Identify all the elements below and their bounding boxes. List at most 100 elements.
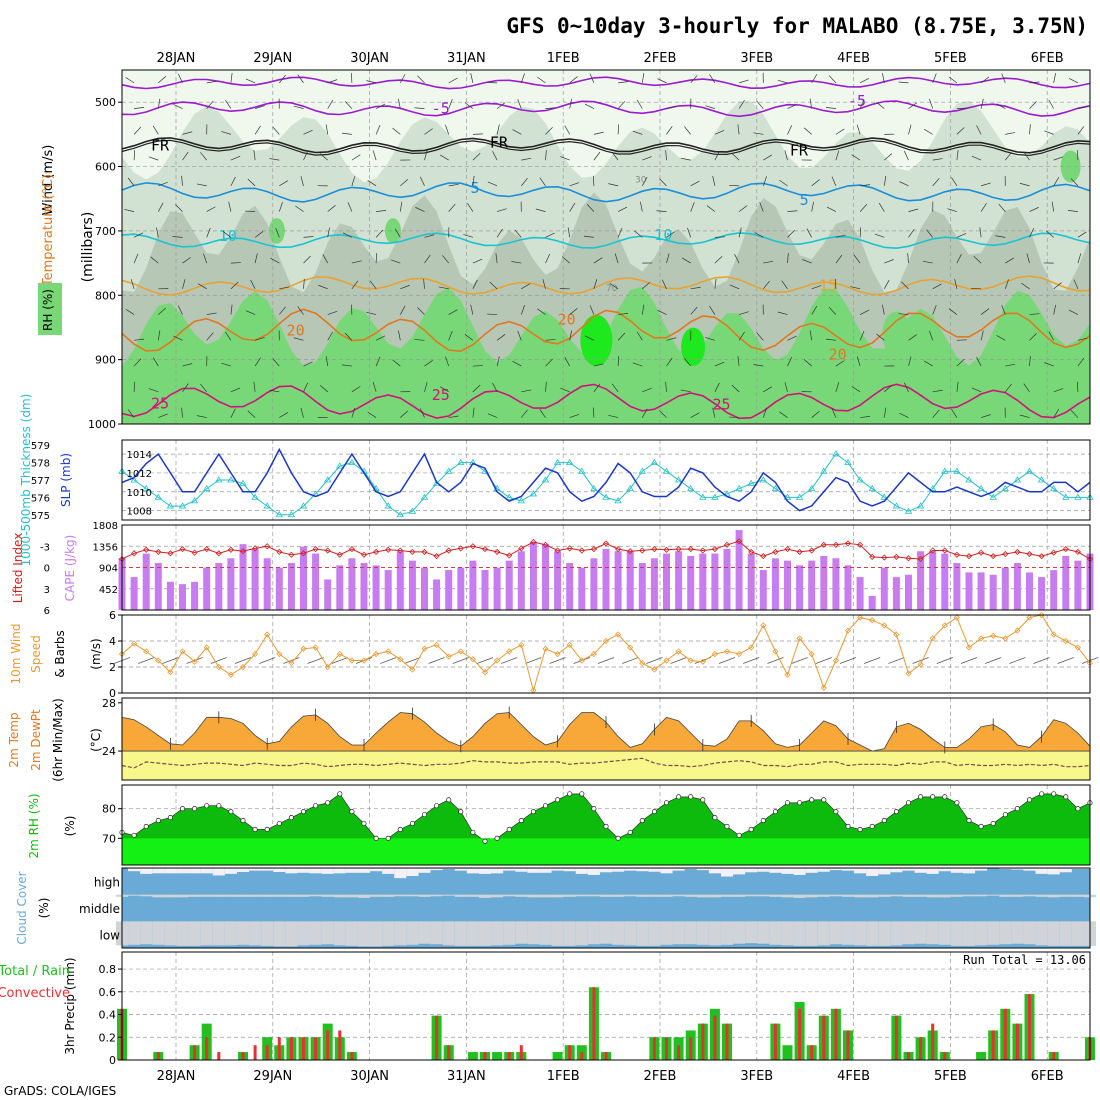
wind-barb <box>512 360 522 367</box>
wind-barb <box>979 227 982 238</box>
wind-barb <box>779 179 788 187</box>
lifted-index-marker <box>409 548 416 555</box>
wind10m-marker <box>1038 611 1045 619</box>
temp2m-tick-label: 28 <box>102 697 116 710</box>
wind-barb <box>464 102 474 109</box>
wind10m-marker <box>360 657 368 664</box>
wind-barb <box>1023 383 1030 393</box>
cloud-gap-middle <box>478 894 492 898</box>
cloud-gap-low <box>309 921 322 945</box>
rh2m-marker <box>833 809 839 815</box>
cloud-gap-middle <box>539 894 552 898</box>
cape-bar <box>130 577 138 610</box>
wind-barb <box>618 313 629 315</box>
precip-conv-bar <box>919 1037 923 1060</box>
wind-barb <box>275 227 280 238</box>
wind-barb <box>608 414 619 418</box>
wind10m-barb <box>234 657 252 664</box>
precip-conv-bar <box>810 1045 814 1060</box>
x-label-bottom: 6FEB <box>1031 1069 1064 1084</box>
chart-title: GFS 0~10day 3-hourly for MALABO (8.75E, … <box>506 14 1088 38</box>
wind-barb <box>414 107 425 109</box>
slp-line <box>121 447 1091 512</box>
wind-barb <box>376 210 387 212</box>
cloud-gap-high <box>1071 868 1084 870</box>
cloud-gap-low <box>1047 921 1060 946</box>
wind-barb <box>448 415 459 418</box>
wind-barb <box>980 182 991 187</box>
wind10m-marker <box>239 663 247 671</box>
wind-barb <box>690 412 700 418</box>
wind-barb <box>247 410 256 418</box>
wind-barb <box>424 128 433 135</box>
rh2m-marker <box>458 809 464 815</box>
wind-barb <box>980 98 984 109</box>
wind10m-marker <box>929 635 936 642</box>
rh2m-marker <box>688 794 694 800</box>
wind10m-tick-label: 2 <box>109 661 116 674</box>
cloud-gap-low <box>454 921 467 946</box>
cape-bar <box>602 548 610 610</box>
wind-barb <box>763 280 770 290</box>
cloud-gap-middle <box>854 894 867 898</box>
wind-barb <box>300 176 304 186</box>
cloud-gap-high <box>938 868 951 872</box>
precip-total-bar <box>782 1045 793 1060</box>
thickness-marker <box>904 507 913 514</box>
cape-bar <box>384 570 392 610</box>
wind-barb <box>448 203 456 212</box>
wind10m-marker <box>252 650 259 658</box>
wind-barb <box>825 338 836 341</box>
wind10m-barb <box>380 657 397 664</box>
isotherm-label: 15 <box>819 277 837 295</box>
legend-temperature: Temperature (°C) <box>41 174 56 287</box>
wind-barb <box>341 364 352 367</box>
cloud-gap-low <box>321 921 334 945</box>
cloud-gap-middle <box>793 894 806 898</box>
wind-barb <box>971 287 982 290</box>
wind-barb <box>400 284 410 290</box>
cape-bar <box>989 574 997 610</box>
isotherm-20 <box>121 308 1091 353</box>
wind-barb <box>279 180 289 187</box>
wind-barb <box>737 356 740 367</box>
wind-barb <box>787 253 789 264</box>
wind-frame <box>121 614 1091 694</box>
cloud-gap-high <box>781 868 794 874</box>
wind-barb <box>681 257 691 264</box>
wind-barb <box>636 331 643 341</box>
wind10m-marker <box>143 648 150 655</box>
wind10m-barb <box>138 657 155 664</box>
wind-barb <box>254 105 265 109</box>
wind-barb <box>230 304 233 315</box>
rh2m-marker <box>1075 806 1081 812</box>
wind-barb <box>152 125 159 135</box>
wind-barb <box>714 130 725 135</box>
cloud-gap-low <box>357 921 371 947</box>
wind-barb <box>537 76 546 84</box>
cloud-gap-low <box>696 921 709 945</box>
cloud-gap-low <box>527 921 540 945</box>
rh2m-marker <box>288 815 294 821</box>
rh2m-marker <box>228 809 234 815</box>
wind-barb <box>206 312 217 315</box>
cloud-gap-high <box>527 868 540 873</box>
wind-barb <box>1029 333 1037 341</box>
lifted-index-marker <box>917 555 924 563</box>
precip-conv-bar <box>1003 1008 1007 1060</box>
wind-barb <box>779 411 788 418</box>
wind-barb <box>545 127 553 135</box>
precip-conv-bar <box>798 1008 802 1060</box>
wind-barb <box>1077 106 1088 109</box>
cloud-gap-high <box>491 868 504 874</box>
thickness-marker <box>844 458 852 466</box>
x-label-top: 4FEB <box>837 51 870 66</box>
cape-bar <box>905 574 912 610</box>
wind-barb <box>593 407 595 418</box>
thickness-tick-label: 575 <box>31 511 50 522</box>
thickness-marker <box>1074 493 1082 500</box>
wind10m-barb <box>912 657 929 664</box>
thickness-marker <box>578 467 586 474</box>
wind-barb <box>327 331 334 341</box>
cloud-gap-middle <box>962 894 976 897</box>
